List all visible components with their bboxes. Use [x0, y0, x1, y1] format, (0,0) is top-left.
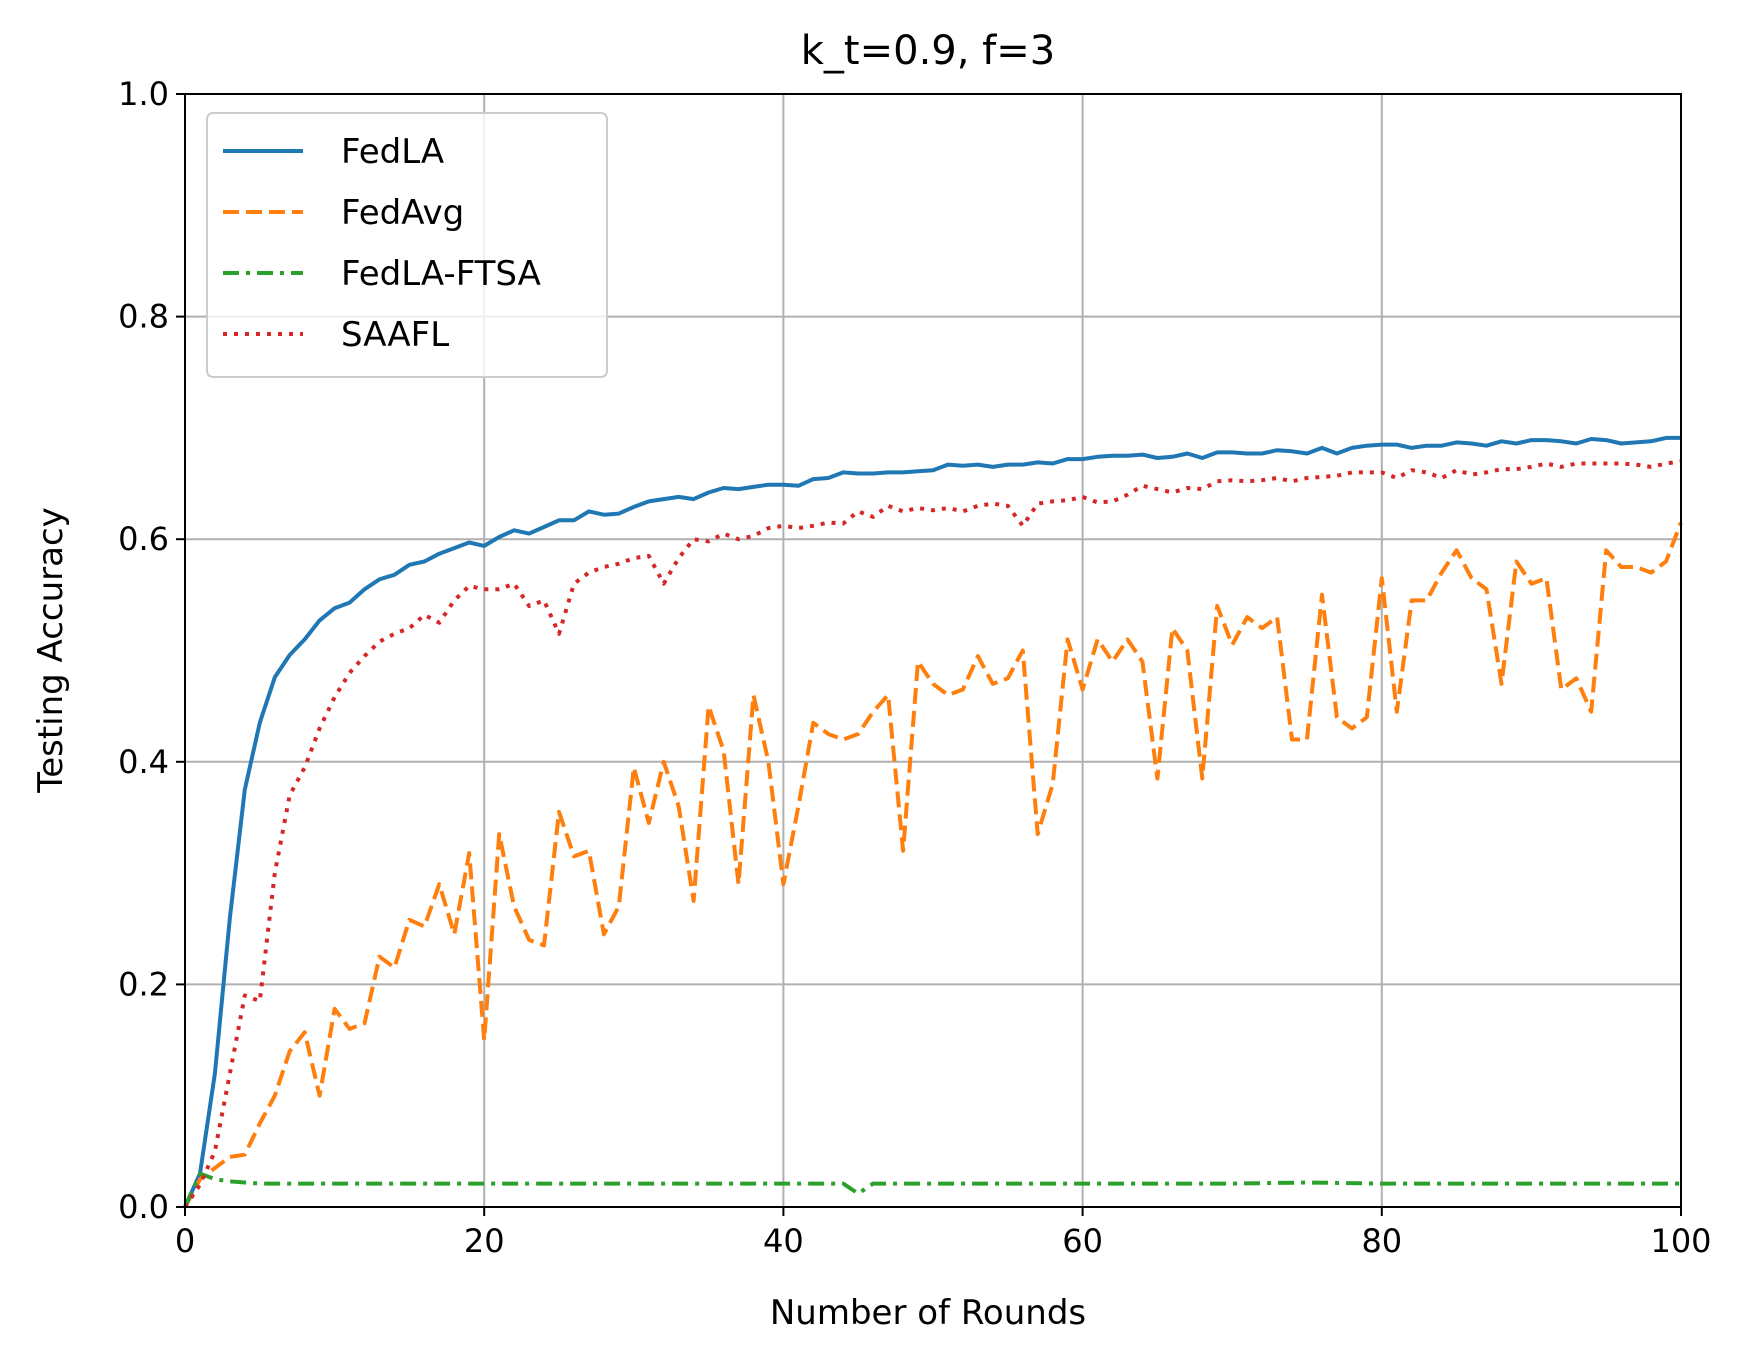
x-tick-label: 60: [1062, 1222, 1103, 1260]
legend-label: FedLA: [341, 132, 444, 172]
series-line-saafl: [183, 459, 1682, 1209]
legend-label: SAAFL: [341, 315, 449, 355]
y-tick-label: 0.0: [118, 1188, 169, 1226]
series-line-fedla: [183, 435, 1681, 1208]
y-tick-label: 1.0: [118, 75, 169, 113]
legend: FedLA FedAvg FedLA-FTSA SAAFL: [206, 112, 608, 378]
y-tick-label: 0.4: [118, 743, 169, 781]
y-tick-label: 0.8: [118, 298, 169, 336]
x-tick-label: 0: [175, 1222, 195, 1260]
x-axis-label: Number of Rounds: [770, 1293, 1086, 1333]
series-line-fedavg: [183, 521, 1683, 1208]
y-tick-label: 0.6: [118, 520, 169, 558]
y-axis-label: Testing Accuracy: [31, 507, 71, 794]
legend-label: FedAvg: [341, 193, 464, 233]
x-tick-label: 80: [1361, 1222, 1402, 1260]
x-tick-label: 40: [763, 1222, 804, 1260]
axis-ticks: 0 20 40 60 80 100 0.0 0.2 0.4 0.6 0.8 1.0: [118, 75, 1711, 1260]
chart-title: k_t=0.9, f=3: [801, 28, 1055, 74]
series-lines: [183, 435, 1683, 1209]
legend-box: [206, 112, 608, 378]
plot-frame: [184, 93, 1682, 1208]
x-tick-label: 100: [1650, 1222, 1711, 1260]
x-tick-label: 20: [464, 1222, 505, 1260]
y-tick-label: 0.2: [118, 965, 169, 1003]
legend-label: FedLA-FTSA: [341, 254, 541, 294]
series-line-fedla-ftsa: [183, 1171, 1681, 1208]
